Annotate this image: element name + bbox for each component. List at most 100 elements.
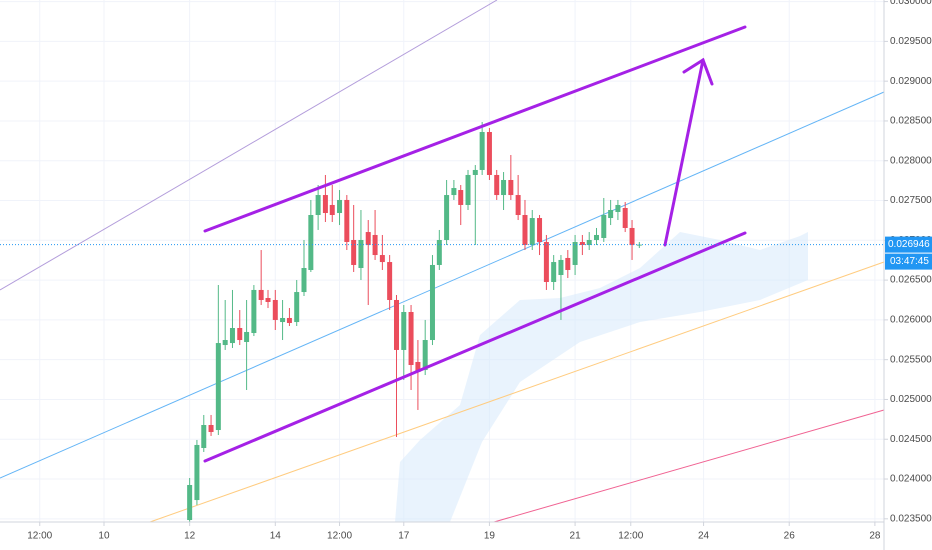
candle-body bbox=[436, 239, 442, 265]
last-price-label: 0.026946 bbox=[888, 239, 930, 250]
candle-body bbox=[322, 195, 328, 214]
candle-body bbox=[379, 255, 385, 263]
candle-body bbox=[508, 179, 514, 196]
last-price-box bbox=[885, 236, 932, 253]
candle-body bbox=[422, 340, 428, 371]
candle-body bbox=[465, 174, 471, 205]
candle-body bbox=[444, 195, 450, 240]
candle-body bbox=[315, 195, 321, 216]
trend-line bbox=[0, 91, 885, 479]
candle-body bbox=[329, 204, 335, 216]
countdown-label: 03:47:45 bbox=[890, 256, 929, 267]
y-tick-label: 0.024500 bbox=[890, 434, 932, 445]
candle-body bbox=[479, 132, 485, 170]
x-tick-label: 12 bbox=[184, 531, 196, 542]
candle-body bbox=[543, 241, 549, 283]
candle-body bbox=[251, 289, 257, 334]
candle-body bbox=[365, 232, 371, 246]
candle-body bbox=[244, 331, 250, 343]
candle-body bbox=[301, 268, 307, 293]
candle-body bbox=[415, 361, 421, 373]
candle-body bbox=[601, 215, 607, 239]
candle-body bbox=[387, 262, 393, 300]
arrow-head bbox=[682, 57, 714, 86]
candle-body bbox=[215, 343, 221, 431]
candle-body bbox=[222, 340, 228, 346]
y-tick-label: 0.023500 bbox=[890, 513, 932, 524]
candle-body bbox=[486, 132, 492, 175]
y-tick-label: 0.028000 bbox=[890, 155, 932, 166]
candle-body bbox=[451, 188, 457, 196]
x-tick-label: 19 bbox=[484, 531, 496, 542]
channel-line bbox=[203, 231, 747, 463]
candle-body bbox=[308, 215, 314, 270]
candle-body bbox=[551, 262, 557, 283]
candle-body bbox=[208, 425, 214, 433]
candle-body bbox=[593, 234, 599, 240]
candle-body bbox=[622, 208, 628, 228]
drawings bbox=[203, 25, 747, 463]
candle-body bbox=[194, 444, 200, 501]
candle-body bbox=[351, 239, 357, 265]
y-tick-label: 0.026500 bbox=[890, 275, 932, 286]
candle-body bbox=[458, 190, 464, 205]
candle-body bbox=[529, 218, 535, 246]
trend-line bbox=[149, 261, 885, 523]
candle-body bbox=[501, 179, 507, 196]
candle-body bbox=[286, 317, 292, 323]
y-tick-label: 0.027500 bbox=[890, 195, 932, 206]
candles bbox=[187, 121, 642, 522]
candle-body bbox=[237, 328, 243, 341]
candle-body bbox=[558, 259, 564, 276]
candle-body bbox=[265, 298, 271, 302]
trend-line bbox=[493, 409, 885, 523]
candle-body bbox=[187, 484, 193, 521]
candle-body bbox=[393, 299, 399, 350]
candle-body bbox=[408, 312, 414, 366]
candle-body bbox=[358, 239, 364, 269]
candle-body bbox=[272, 299, 278, 320]
candle-body bbox=[337, 199, 343, 214]
candle-body bbox=[280, 317, 286, 323]
y-tick-label: 0.024000 bbox=[890, 474, 932, 485]
x-tick-label: 28 bbox=[869, 531, 881, 542]
x-tick-label: 12:00 bbox=[618, 531, 643, 542]
candle-body bbox=[537, 218, 543, 242]
candle-body bbox=[572, 241, 578, 265]
candle-body bbox=[429, 264, 435, 341]
candle-body bbox=[494, 174, 500, 196]
overlays bbox=[0, 0, 885, 523]
candle-body bbox=[201, 425, 207, 448]
candle-body bbox=[565, 257, 571, 270]
y-tick-label: 0.025000 bbox=[890, 394, 932, 405]
candle-body bbox=[294, 292, 300, 323]
y-tick-label: 0.025500 bbox=[890, 354, 932, 365]
x-tick-label: 21 bbox=[570, 531, 582, 542]
x-tick-label: 26 bbox=[784, 531, 796, 542]
x-tick-label: 10 bbox=[98, 531, 110, 542]
channel-line bbox=[203, 25, 747, 233]
y-tick-label: 0.030000 bbox=[890, 0, 932, 7]
candle-body bbox=[344, 199, 350, 242]
candle-body bbox=[586, 239, 592, 246]
arrow bbox=[663, 58, 705, 247]
candle-body bbox=[522, 215, 528, 246]
candle-body bbox=[229, 328, 235, 344]
x-tick-label: 14 bbox=[270, 531, 282, 542]
x-tick-label: 12:00 bbox=[327, 531, 352, 542]
x-tick-label: 24 bbox=[698, 531, 710, 542]
cloud bbox=[395, 232, 808, 522]
y-tick-label: 0.026000 bbox=[890, 315, 932, 326]
y-tick-label: 0.029000 bbox=[890, 76, 932, 87]
candle-body bbox=[579, 241, 585, 246]
candle-body bbox=[401, 312, 407, 350]
trend-line bbox=[0, 0, 498, 291]
y-tick-label: 0.029500 bbox=[890, 36, 932, 47]
y-tick-label: 0.028500 bbox=[890, 116, 932, 127]
candle-body bbox=[472, 169, 478, 175]
candle-body bbox=[258, 289, 264, 300]
countdown-box bbox=[885, 253, 932, 270]
candle-body bbox=[629, 227, 635, 246]
